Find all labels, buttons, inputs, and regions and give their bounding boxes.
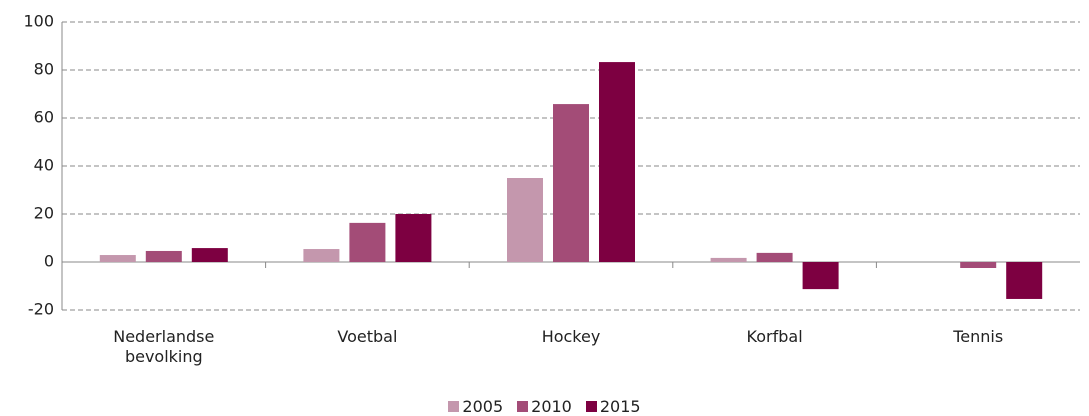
legend-swatch xyxy=(517,401,529,412)
legend-label: 2005 xyxy=(462,397,504,416)
bar xyxy=(756,252,793,262)
bar xyxy=(960,262,997,268)
legend-item: 2005 xyxy=(448,397,503,416)
bar xyxy=(802,262,839,290)
y-tick-label: 40 xyxy=(34,156,54,175)
bar xyxy=(99,255,136,262)
y-tick-label: 60 xyxy=(34,108,54,127)
x-tick-label: Voetbal xyxy=(337,327,398,346)
bar xyxy=(349,222,386,262)
legend-swatch xyxy=(585,401,597,412)
bar xyxy=(507,178,543,262)
y-tick-label: 100 xyxy=(23,12,54,31)
legend-item: 2010 xyxy=(517,397,572,416)
bar xyxy=(710,257,747,262)
bar xyxy=(145,250,182,262)
legend-item: 2015 xyxy=(585,397,641,416)
bar xyxy=(553,104,589,262)
x-tick-label: Nederlandse bevolking xyxy=(113,327,215,366)
legend: 2005 2010 2015 xyxy=(0,397,1089,416)
x-tick-label: Korfbal xyxy=(746,327,803,346)
y-tick-label: 0 xyxy=(44,252,54,271)
bar xyxy=(1006,262,1043,299)
bar xyxy=(191,248,228,262)
bar xyxy=(395,214,432,262)
y-tick-label: 20 xyxy=(34,204,54,223)
bar xyxy=(599,62,635,262)
bar xyxy=(303,249,340,262)
legend-label: 2015 xyxy=(599,397,641,416)
chart: -20 0 20 40 60 80 100 xyxy=(23,12,1080,319)
legend-swatch xyxy=(448,401,460,412)
y-tick-label: -20 xyxy=(28,300,54,319)
x-tick-label: Hockey xyxy=(541,327,601,346)
y-tick-label: 80 xyxy=(34,60,54,79)
x-tick-label: Tennis xyxy=(953,327,1004,346)
legend-label: 2010 xyxy=(531,397,572,416)
